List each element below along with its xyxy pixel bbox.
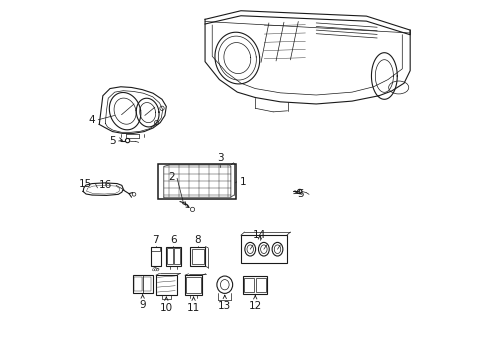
Text: 13: 13 [218, 301, 231, 311]
Text: 4: 4 [88, 116, 94, 126]
Text: 12: 12 [248, 301, 262, 311]
Bar [174, 248, 179, 265]
Bar [184, 275, 202, 295]
Text: 10: 10 [160, 303, 173, 312]
Bar [166, 247, 180, 266]
Bar [162, 295, 170, 299]
Text: 8: 8 [194, 235, 201, 245]
Text: 6: 6 [170, 235, 177, 245]
Bar [151, 247, 160, 251]
Bar [143, 277, 151, 291]
Text: 5: 5 [297, 189, 304, 199]
Text: 14: 14 [253, 230, 266, 239]
Text: 7: 7 [152, 235, 159, 245]
Bar [241, 235, 286, 263]
Bar [256, 278, 266, 292]
Text: 5: 5 [109, 136, 116, 145]
Bar [243, 276, 267, 294]
Bar [244, 278, 254, 292]
Bar [158, 163, 235, 199]
Bar [191, 249, 203, 264]
Bar [134, 277, 142, 291]
Text: 11: 11 [186, 303, 200, 312]
Bar [150, 247, 160, 266]
Bar [167, 248, 172, 265]
Text: 1: 1 [240, 177, 246, 187]
Bar [186, 277, 201, 293]
Text: 15: 15 [79, 179, 92, 189]
Bar [156, 275, 176, 295]
Bar [190, 247, 205, 266]
Text: 16: 16 [99, 180, 112, 190]
Text: 2: 2 [167, 172, 174, 183]
Text: 3: 3 [216, 153, 223, 163]
Bar [133, 275, 152, 293]
Text: 9: 9 [139, 301, 146, 310]
